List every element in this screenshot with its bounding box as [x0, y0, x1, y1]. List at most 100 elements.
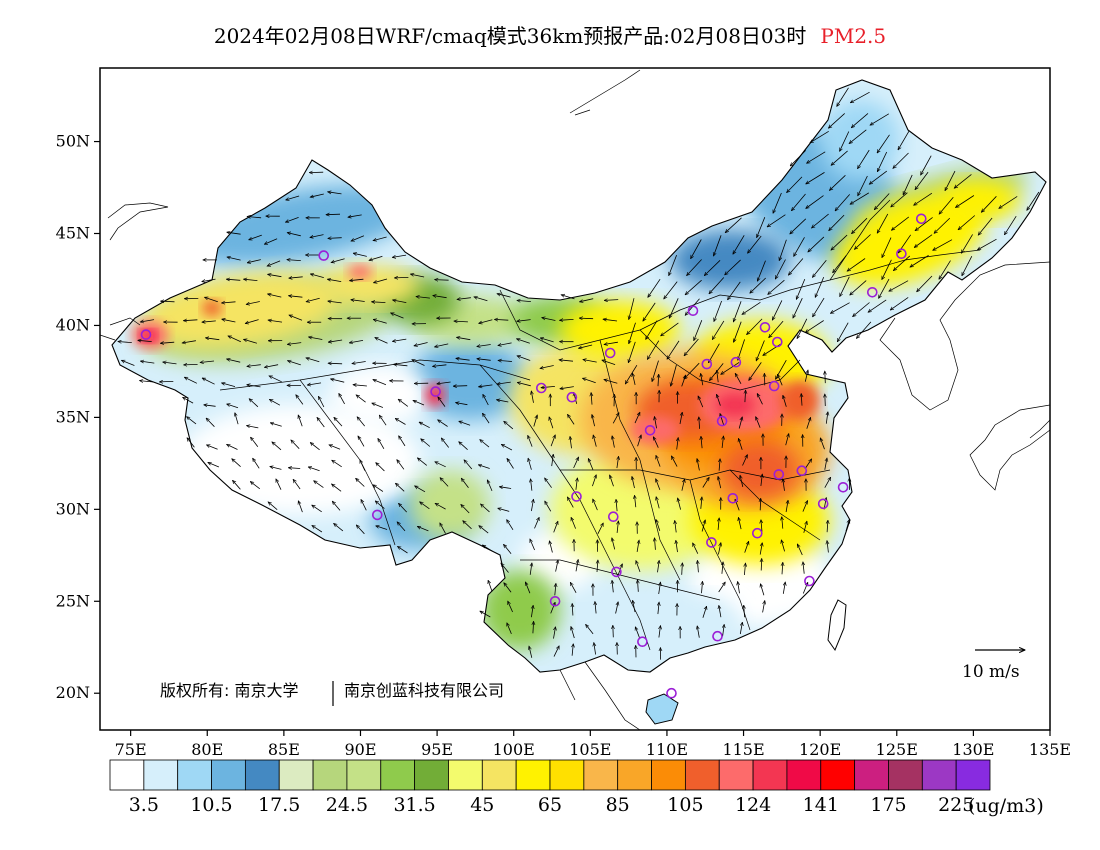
wind-arrow — [318, 396, 325, 408]
lon-tick-label: 95E — [421, 740, 453, 759]
wind-arrow — [435, 280, 449, 281]
wind-arrow — [392, 338, 407, 341]
region-line — [879, 261, 1050, 411]
wind-arrow — [658, 374, 659, 387]
wind-arrow — [915, 217, 933, 230]
wind-arrow — [332, 501, 341, 511]
wind-arrow — [121, 360, 135, 366]
station-marker — [837, 481, 849, 493]
wind-arrow — [796, 318, 808, 339]
wind-arrow — [588, 459, 594, 470]
wind-arrow — [939, 260, 951, 280]
station-marker — [604, 347, 616, 359]
wind-arrow — [205, 297, 218, 303]
wind-arrow — [709, 277, 725, 294]
wind-arrow — [632, 373, 636, 385]
wind-arrow — [481, 504, 490, 513]
wind-arrow — [788, 258, 804, 276]
wind-arrow — [327, 279, 342, 282]
legend-swatch — [820, 759, 856, 791]
region-line — [1029, 419, 1050, 439]
legend-tick-label: 45 — [470, 794, 494, 816]
wind-arrow — [592, 475, 596, 487]
wind-arrow — [264, 238, 278, 245]
wind-arrow — [334, 523, 344, 532]
wind-arrow — [457, 337, 471, 341]
wind-arrow — [921, 155, 932, 175]
wind-arrow — [555, 583, 556, 596]
wind-arrow — [533, 415, 538, 427]
region-line — [639, 329, 801, 391]
wind-vectors — [118, 87, 1040, 660]
wind-arrow — [617, 456, 619, 469]
wind-arrow — [677, 438, 679, 450]
wind-arrow — [545, 501, 552, 512]
wind-arrow — [722, 562, 723, 574]
wind-arrow — [801, 394, 802, 406]
wind-arrow — [253, 458, 260, 469]
wind-arrow — [779, 239, 787, 261]
wind-arrow — [725, 259, 741, 275]
wind-arrow — [328, 238, 342, 239]
station-marker — [637, 636, 648, 648]
wind-arrow — [725, 217, 742, 233]
wind-arrow — [829, 214, 845, 231]
wind-arrow — [245, 319, 259, 324]
wind-arrow — [339, 393, 345, 405]
wind-arrow — [785, 434, 789, 446]
wind-arrow — [828, 113, 845, 128]
region-line — [829, 199, 891, 281]
wind-arrow — [637, 540, 639, 552]
wind-arrow — [679, 412, 682, 425]
wind-arrow — [697, 626, 700, 638]
wind-arrow — [531, 605, 533, 618]
wind-arrow — [719, 459, 720, 471]
wind-arrow — [399, 503, 407, 513]
wind-arrow — [681, 479, 685, 491]
wind-arrow — [525, 582, 531, 594]
wind-arrow — [898, 130, 910, 150]
wind-arrow — [204, 405, 216, 407]
wind-arrow — [393, 300, 407, 303]
legend-swatch — [955, 759, 991, 791]
legend-tick-label: 24.5 — [326, 794, 368, 816]
wind-arrow — [288, 468, 301, 469]
wind-arrow — [499, 487, 512, 489]
wind-arrow — [837, 87, 849, 107]
wind-arrow — [956, 195, 975, 208]
wind-arrow — [839, 276, 850, 297]
wind-arrow — [722, 436, 723, 448]
wind-arrow — [831, 150, 848, 166]
lon-tick-label: 85E — [268, 740, 300, 759]
wind-arrow — [456, 403, 468, 406]
wind-arrow — [782, 562, 783, 575]
legend-swatch — [921, 759, 957, 791]
wind-arrow — [358, 436, 365, 447]
lat-tick-label: 50N — [56, 132, 90, 151]
wind-arrow — [775, 259, 786, 280]
wind-arrow — [553, 646, 560, 657]
wind-arrow — [246, 301, 260, 305]
wind-arrow — [794, 237, 805, 256]
wind-arrow — [309, 337, 323, 340]
wind-arrow — [604, 341, 618, 344]
wind-arrow — [531, 479, 532, 491]
lat-tick-label: 25N — [56, 591, 90, 610]
region-line — [759, 249, 981, 301]
wind-arrow — [494, 319, 509, 320]
wind-arrow — [332, 460, 342, 468]
wind-arrow — [549, 541, 553, 553]
wind-arrow — [806, 172, 825, 184]
wind-arrow — [461, 504, 470, 514]
wind-arrow — [348, 214, 362, 217]
wind-arrow — [332, 484, 342, 492]
wind-arrow — [479, 526, 489, 534]
wind-arrow — [761, 474, 762, 487]
legend-swatch — [515, 759, 551, 791]
station-marker — [759, 321, 771, 333]
wind-arrow — [419, 422, 430, 429]
wind-arrow — [227, 359, 241, 363]
wind-arrow — [701, 373, 704, 386]
wind-arrow — [571, 627, 575, 639]
wind-arrow — [757, 260, 766, 282]
